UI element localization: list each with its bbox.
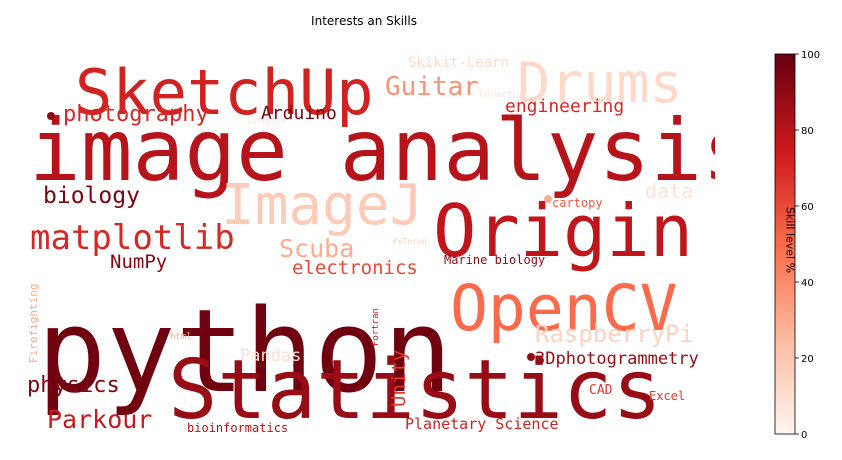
word-3dphotogrammetry: 3Dphotogrammetry [535, 349, 699, 369]
colorbar-tick-label: 100 [801, 50, 820, 61]
word-sketchup: SketchUp [75, 56, 374, 129]
word-python: python [37, 285, 452, 419]
word-statistics: Statistics [168, 343, 662, 438]
word-unity: Unity [388, 350, 410, 407]
colorbar: 0 20 40 60 80 100 [774, 50, 820, 441]
cloud-dot [544, 195, 552, 203]
colorbar-tick-label: 80 [801, 126, 814, 137]
word-raspberrypi: RaspberryPi [535, 320, 694, 348]
word-origin: Origin [433, 189, 693, 273]
word-numpy: NumPy [110, 251, 167, 273]
colorbar-tick-label: 20 [801, 354, 814, 365]
word-scuba: Scuba [279, 234, 354, 263]
word-firefighting: Firefighting [27, 284, 40, 363]
word-electronics: electronics [292, 257, 418, 279]
colorbar-ticks: 0 20 40 60 80 100 [795, 50, 820, 441]
word-bioinformatics: bioinformatics [187, 421, 288, 435]
word-imagej: ImageJ [221, 173, 423, 238]
word-tensorflow: Tensorflow [478, 90, 526, 99]
word-biology: biology [43, 183, 140, 209]
word-circuits: circuits [247, 116, 286, 125]
chart-title: Interests an Skills [311, 14, 417, 28]
word-pytorch: PyTorch [393, 237, 427, 246]
colorbar-tick-label: 60 [801, 202, 814, 213]
word-photography: photography [63, 102, 209, 127]
word-opencv: OpenCV [450, 272, 678, 345]
word-drums: Drums [517, 51, 683, 115]
word-engineering: engineering [505, 96, 624, 117]
word-html: html [170, 332, 192, 342]
word-cloud: python image analysis Statistics SketchUp Or… [27, 51, 715, 438]
word-physics: physics [27, 373, 120, 398]
colorbar-label: Skill level % [783, 206, 797, 274]
word-skikit-learn: Skikit-Learn [408, 55, 509, 71]
word-cad: CAD [589, 383, 613, 398]
word-cartopy: cartopy [552, 196, 603, 210]
colorbar-gradient [774, 53, 796, 435]
word-fortran: Fortran [371, 308, 381, 346]
word-marine-biology: Marine biology [444, 253, 545, 267]
cloud-dot [47, 112, 55, 120]
word-planetary-science: Planetary Science [405, 415, 559, 433]
word-matplotlib: matplotlib [30, 218, 235, 258]
colorbar-tick-label: 40 [801, 278, 814, 289]
word-pandas: Pandas [240, 346, 301, 366]
word-parkour: Parkour [47, 405, 152, 434]
word-arduino: Arduino [261, 103, 337, 124]
colorbar-tick-label: 0 [801, 430, 807, 441]
cloud-dot [527, 353, 535, 361]
word-data: data [645, 179, 693, 203]
word-excel: Excel [649, 389, 685, 403]
word-image-analysis: image analysis [29, 101, 715, 201]
word-guitar: Guitar [385, 72, 479, 102]
